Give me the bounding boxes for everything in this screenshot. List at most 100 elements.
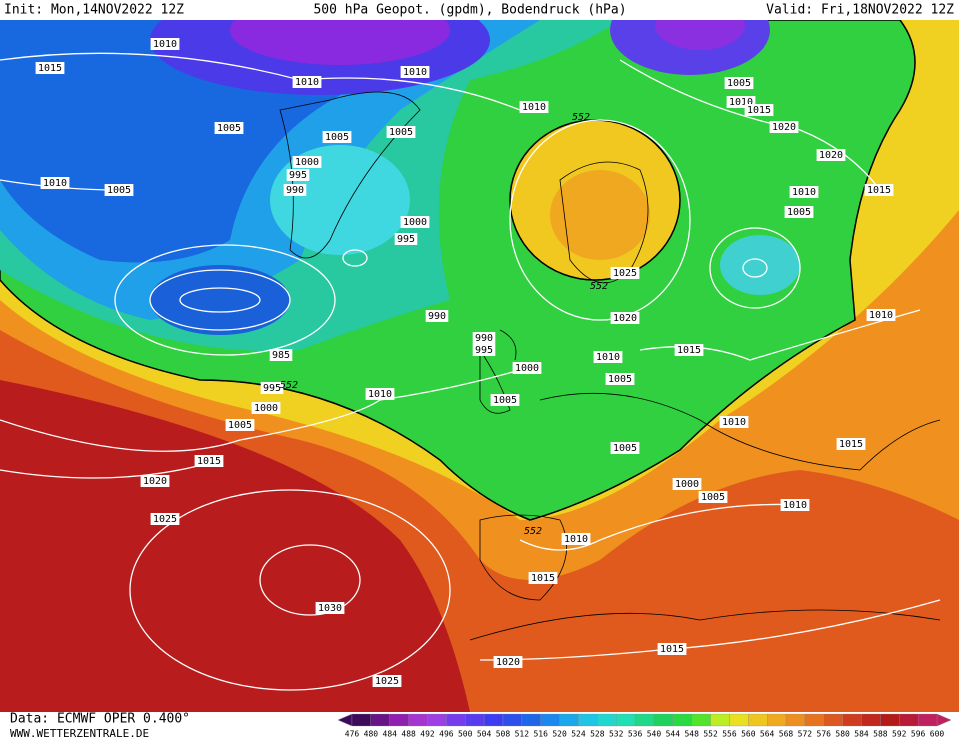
europe	[539, 392, 941, 471]
isobar-label-box	[672, 478, 702, 490]
scandinavia	[559, 161, 649, 284]
isobar-label-box	[724, 77, 754, 89]
isobar-label-box	[610, 442, 640, 454]
colorbar-swatch	[729, 713, 749, 727]
colorbar-swatch	[785, 713, 806, 727]
coastlines	[279, 91, 941, 641]
colorbar-swatch	[370, 713, 390, 727]
colorbar-tick-label: 564	[760, 730, 775, 739]
colorbar-swatch	[502, 713, 522, 727]
isobar	[259, 544, 361, 616]
isobar-label: 1005	[727, 78, 751, 89]
colorbar-swatch	[653, 713, 673, 727]
isobar-label: 1020	[143, 476, 167, 487]
title: 500 hPa Geopot. (gpdm), Bodendruck (hPa)	[313, 3, 626, 18]
colorbar-tick-label: 488	[401, 730, 416, 739]
isobar-label-box	[528, 572, 558, 584]
colorbar-swatch	[389, 713, 409, 727]
isobar-label-box	[251, 402, 281, 414]
colorbar-tick-label: 580	[835, 730, 850, 739]
isobar-label-box	[40, 177, 70, 189]
isobar-label-box	[150, 38, 180, 50]
isobar-label: 1025	[153, 514, 177, 525]
isobar-label: 1010	[722, 417, 746, 428]
isobar-label: 1010	[869, 310, 893, 321]
isobar-label-box	[657, 643, 687, 655]
colorbar-tick-label: 524	[571, 730, 586, 739]
isobar-label: 1000	[254, 403, 278, 414]
colorbar-swatch	[540, 713, 560, 727]
isobar-label-box	[593, 351, 623, 363]
isobar-label: 1010	[729, 97, 753, 108]
isobar-label-box	[150, 513, 180, 525]
isobar-label-box	[698, 491, 728, 503]
isobar-label: 1000	[295, 157, 319, 168]
isobar-label-box	[493, 656, 523, 668]
isobar-label-box	[194, 455, 224, 467]
isobar-label-box	[292, 76, 322, 88]
isobar-label: 1000	[403, 217, 427, 228]
isobar-label-box	[425, 310, 449, 322]
isobar-label: 1010	[792, 187, 816, 198]
contour-labels: 1010 1015 1010 1010 1010 1005 1005 1005 1005 1010…	[35, 38, 896, 687]
low-blue	[150, 265, 290, 335]
isobar-label: 1025	[613, 268, 637, 279]
geopotential-label: 552	[524, 526, 542, 537]
colorbar-tick-label: 576	[817, 730, 832, 739]
colorbar-swatch	[842, 713, 862, 727]
isobar-label: 995	[289, 170, 307, 181]
isobar-label-box	[260, 382, 284, 394]
colorbar-tick-label: 528	[590, 730, 605, 739]
isobar-label: 1010	[596, 352, 620, 363]
colorbar-swatch	[880, 713, 900, 727]
colorbar-tick-label: 596	[911, 730, 926, 739]
isobar-label: 1005	[787, 207, 811, 218]
isobar-label: 1005	[389, 127, 413, 138]
isobar	[114, 244, 336, 356]
isobar	[149, 269, 291, 331]
colorbar-swatch	[634, 713, 655, 727]
isobar	[342, 249, 368, 267]
colorbar-tick-label: 476	[345, 730, 360, 739]
isobar-label: 1020	[613, 313, 637, 324]
cyan-low	[720, 235, 800, 295]
colorbar-tick-label: 540	[647, 730, 662, 739]
colorbar-tick-label: 512	[515, 730, 530, 739]
north-africa	[469, 609, 941, 641]
colorbar-tick-label: 508	[496, 730, 511, 739]
isobar-label-box	[490, 394, 520, 406]
isobar-label: 985	[272, 350, 290, 361]
colorbar-swatch	[748, 713, 768, 727]
colorbar-tick-label: 500	[458, 730, 473, 739]
isobar-label: 1020	[819, 150, 843, 161]
isobar-label-box	[292, 156, 322, 168]
british-isles	[479, 329, 517, 414]
geopotential-label: 552	[280, 380, 298, 391]
isobar-label: 1015	[38, 63, 62, 74]
website: WWW.WETTERZENTRALE.DE	[10, 727, 149, 740]
isobar-label-box	[104, 184, 134, 196]
colorbar-swatch	[710, 713, 730, 727]
isobar	[709, 227, 801, 309]
colorbar-swatch	[823, 713, 843, 727]
colorbar-tick-label: 536	[628, 730, 643, 739]
isobar-label-box	[864, 184, 894, 196]
data-source: Data: ECMWF OPER 0.400°	[10, 712, 190, 727]
isobar-label-box	[610, 312, 640, 324]
isobar-label-box	[225, 419, 255, 431]
colorbar-swatch	[672, 713, 692, 727]
colorbar-tick-label: 532	[609, 730, 624, 739]
colorbar-swatch	[483, 713, 504, 727]
isobar-label: 1005	[493, 395, 517, 406]
colorbar-tick-label: 480	[364, 730, 379, 739]
isobar-label: 1010	[43, 178, 67, 189]
colorbar-swatch	[521, 713, 541, 727]
colorbar-swatch	[804, 713, 824, 727]
isobar-label: 1005	[325, 132, 349, 143]
isobar-label-box	[472, 344, 496, 356]
colorbar-tick-label: 584	[854, 730, 869, 739]
geopotential-label: 552	[590, 281, 608, 292]
isobar	[179, 287, 261, 313]
colorbar-swatch	[446, 713, 466, 727]
colorbar-tick-label: 548	[684, 730, 699, 739]
